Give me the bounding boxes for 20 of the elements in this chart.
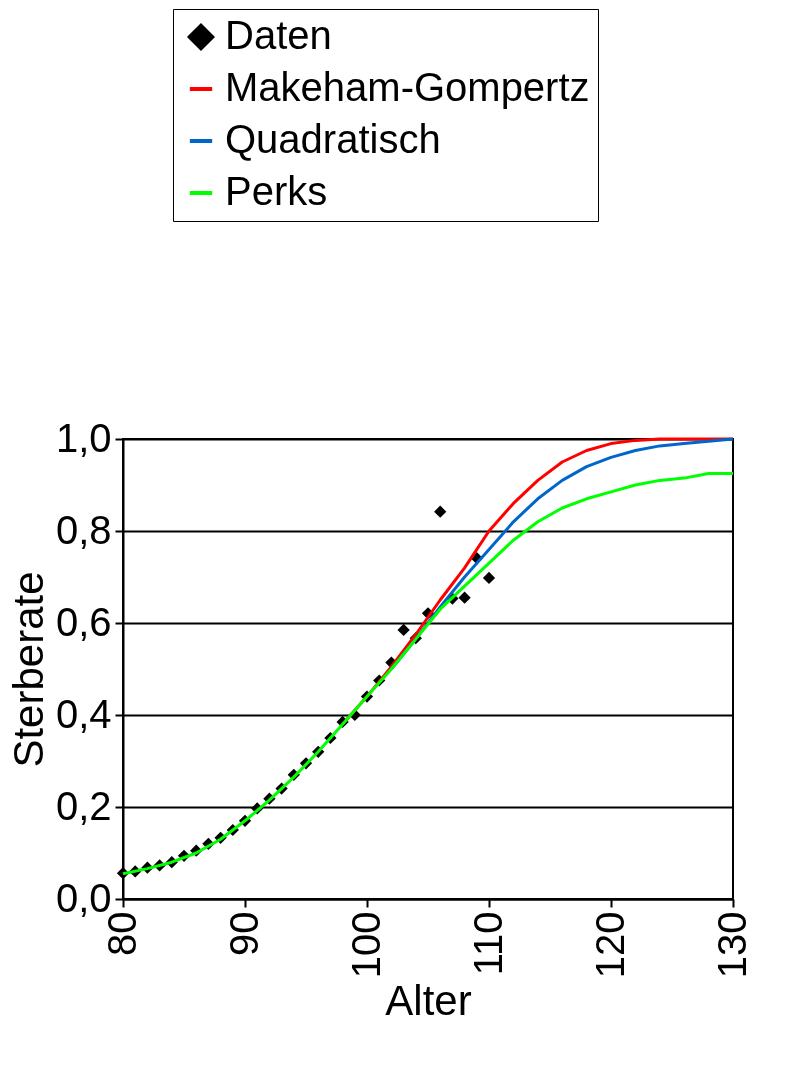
x-tick-label: 110: [465, 911, 510, 976]
y-tick-label: 0,2: [55, 783, 112, 828]
x-tick-label: 100: [343, 911, 388, 979]
x-axis-title: Alter: [385, 977, 472, 1025]
y-tick-label: 1,0: [55, 415, 112, 460]
legend-label: Makeham-Gompertz: [225, 65, 590, 109]
x-tick-label: 90: [221, 911, 266, 956]
y-tick-label: 0,6: [55, 599, 112, 644]
point: [482, 571, 496, 585]
x-tick-label: 120: [587, 911, 632, 979]
point: [458, 591, 471, 604]
x-tick-label: 130: [709, 911, 754, 979]
y-tick-label: 0,8: [55, 507, 112, 552]
point: [434, 505, 447, 518]
legend-label: Daten: [225, 13, 332, 57]
legend-label: Perks: [225, 169, 328, 213]
point: [397, 623, 410, 637]
legend-label: Quadratisch: [225, 117, 441, 161]
y-tick-label: 0,4: [55, 691, 112, 736]
y-axis-title: Sterberate: [4, 571, 52, 768]
